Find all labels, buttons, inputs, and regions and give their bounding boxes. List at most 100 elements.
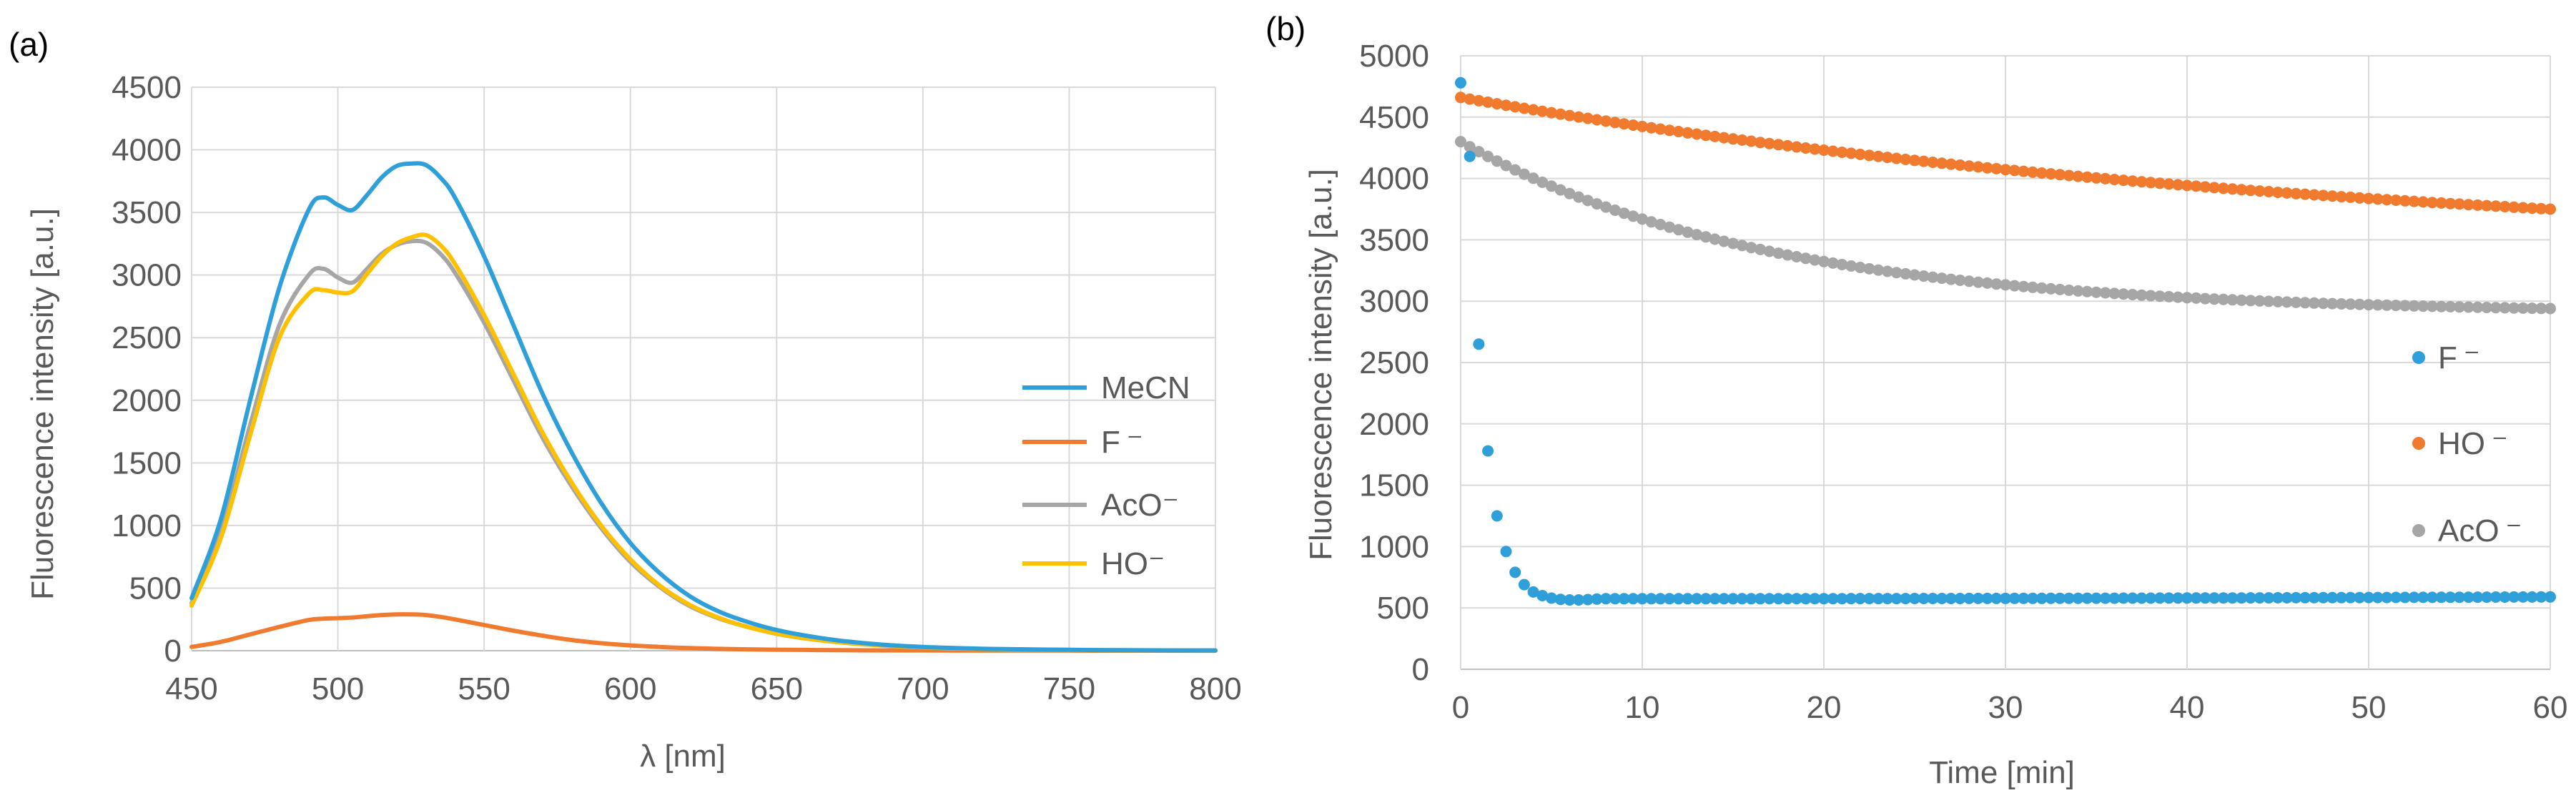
chart-b-data-point [2072,170,2084,182]
chart-b-data-point [2489,200,2502,212]
chart-b-data-point [2145,177,2157,189]
chart-b-data-point [1863,262,1875,275]
chart-b-data-point [1664,124,1676,137]
chart-a-legend: MeCN F ⁻ AcO⁻ HO⁻ [1022,370,1190,581]
chart-b-data-point [1836,593,1848,605]
chart-b-y-tick-label: 2000 [1359,407,1429,442]
panel-label-a: (a) [9,26,49,63]
chart-b-legend-marker [2412,524,2425,537]
chart-b-data-point [1682,593,1694,605]
chart-a-series-line [189,612,1218,654]
chart-a-legend-label: HO⁻ [1101,546,1165,581]
chart-b-data-point [1809,143,1821,155]
chart-b-data-point [2236,294,2248,306]
chart-b-y-tick-label: 0 [1412,652,1429,687]
chart-b-data-point [2209,293,2221,305]
chart-b-data-point [2118,592,2130,604]
chart-b-data-point [1800,593,1812,605]
chart-b-data-point [1836,259,1848,270]
chart-b-data-point [2181,179,2193,192]
chart-b-data-point [2363,192,2374,205]
chart-b-y-tick-label: 3500 [1359,222,1429,257]
chart-b-data-point [2091,172,2102,184]
chart-b-data-point [1972,592,1984,604]
chart-b-y-tick-label: 4000 [1359,162,1429,197]
chart-b-data-point [1573,191,1585,203]
chart-b-data-point [1554,593,1566,606]
chart-b-data-point [2272,295,2284,307]
chart-b-data-point [1900,267,1912,280]
chart-b-data-point [2136,592,2148,604]
chart-b-data-point [2299,188,2311,200]
chart-b-data-point [1699,231,1712,243]
chart-b-data-point [1500,546,1512,558]
chart-b-data-point [2444,591,2457,603]
chart-b-data-point [2390,194,2402,206]
chart-b-data-point [2072,285,2084,297]
chart-b-data-point [1581,112,1594,124]
chart-b-data-point [1500,159,1512,172]
chart-b-data-point [1536,105,1549,117]
chart-b-data-point [2263,592,2275,604]
chart-b-data-point [2199,181,2211,193]
chart-b-data-point [2454,591,2465,603]
chart-b-data-point [2063,592,2075,604]
chart-b-data-point [2308,591,2320,603]
chart-b-data-point [2344,191,2357,203]
chart-b-data-point [2209,182,2221,194]
chart-b-data-point [1581,593,1594,606]
chart-b-data-point [1890,152,1903,164]
chart-b-data-point [1936,157,1948,169]
chart-b-data-point [2018,592,2030,604]
chart-b-data-point [1645,122,1657,134]
chart-b-data-point [2263,295,2275,307]
chart-b-data-point [2045,168,2057,180]
chart-b-data-point [2000,592,2011,604]
chart-b-data-point [2217,293,2229,305]
chart-panel-b: (b) 050010001500200025003000350040004500… [1265,10,2567,790]
chart-b-data-point [1527,586,1539,598]
chart-b-data-point [2008,592,2020,604]
chart-b-legend-label: F ⁻ [2438,340,2480,375]
chart-b-data-point [2054,169,2066,181]
chart-b-data-point [1609,205,1621,216]
chart-b-data-point [1963,275,1975,287]
chart-b-data-point [1972,161,1984,173]
chart-b-data-point [1509,566,1521,578]
chart-b-data-point [1627,119,1639,131]
chart-b-data-point [2163,290,2175,302]
chart-b-data-point [2354,591,2366,603]
chart-b-data-point [2217,182,2229,194]
chart-a-y-tick-label: 3500 [112,195,182,230]
chart-b-data-point [1527,104,1539,116]
chart-b-legend: F ⁻ HO ⁻ AcO ⁻ [2412,340,2522,548]
chart-b-data-point [1455,136,1466,148]
chart-b-data-point [2172,291,2184,303]
chart-b-data-point [1782,249,1794,261]
chart-b-data-point [2054,592,2066,604]
chart-b-x-tick-label: 0 [1452,690,1469,725]
chart-b-data-point [2099,287,2111,299]
chart-b-data-point [1972,276,1984,288]
chart-b-data-point [2145,592,2157,604]
chart-b-data-point [2108,287,2121,300]
chart-b-data-point [2272,592,2284,603]
chart-b-data-point [2454,301,2465,313]
chart-b-data-point [1954,593,1966,604]
chart-b-data-point [2263,186,2275,197]
chart-b-data-point [2462,301,2474,313]
chart-b-data-point [2489,302,2502,314]
chart-b-legend-label: AcO ⁻ [2438,513,2522,548]
chart-b-data-point [1509,164,1521,176]
chart-b-data-point [2545,591,2556,603]
chart-b-data-point [1600,115,1612,127]
chart-b-data-point [2335,298,2347,310]
chart-b-data-point [2472,199,2484,211]
chart-b-data-point [2217,592,2229,604]
chart-b-data-point [2027,592,2039,604]
chart-b-data-point [1772,247,1785,260]
chart-b-data-point [1863,149,1875,162]
chart-b-data-point [2326,591,2339,603]
chart-b-data-point [2118,174,2130,187]
